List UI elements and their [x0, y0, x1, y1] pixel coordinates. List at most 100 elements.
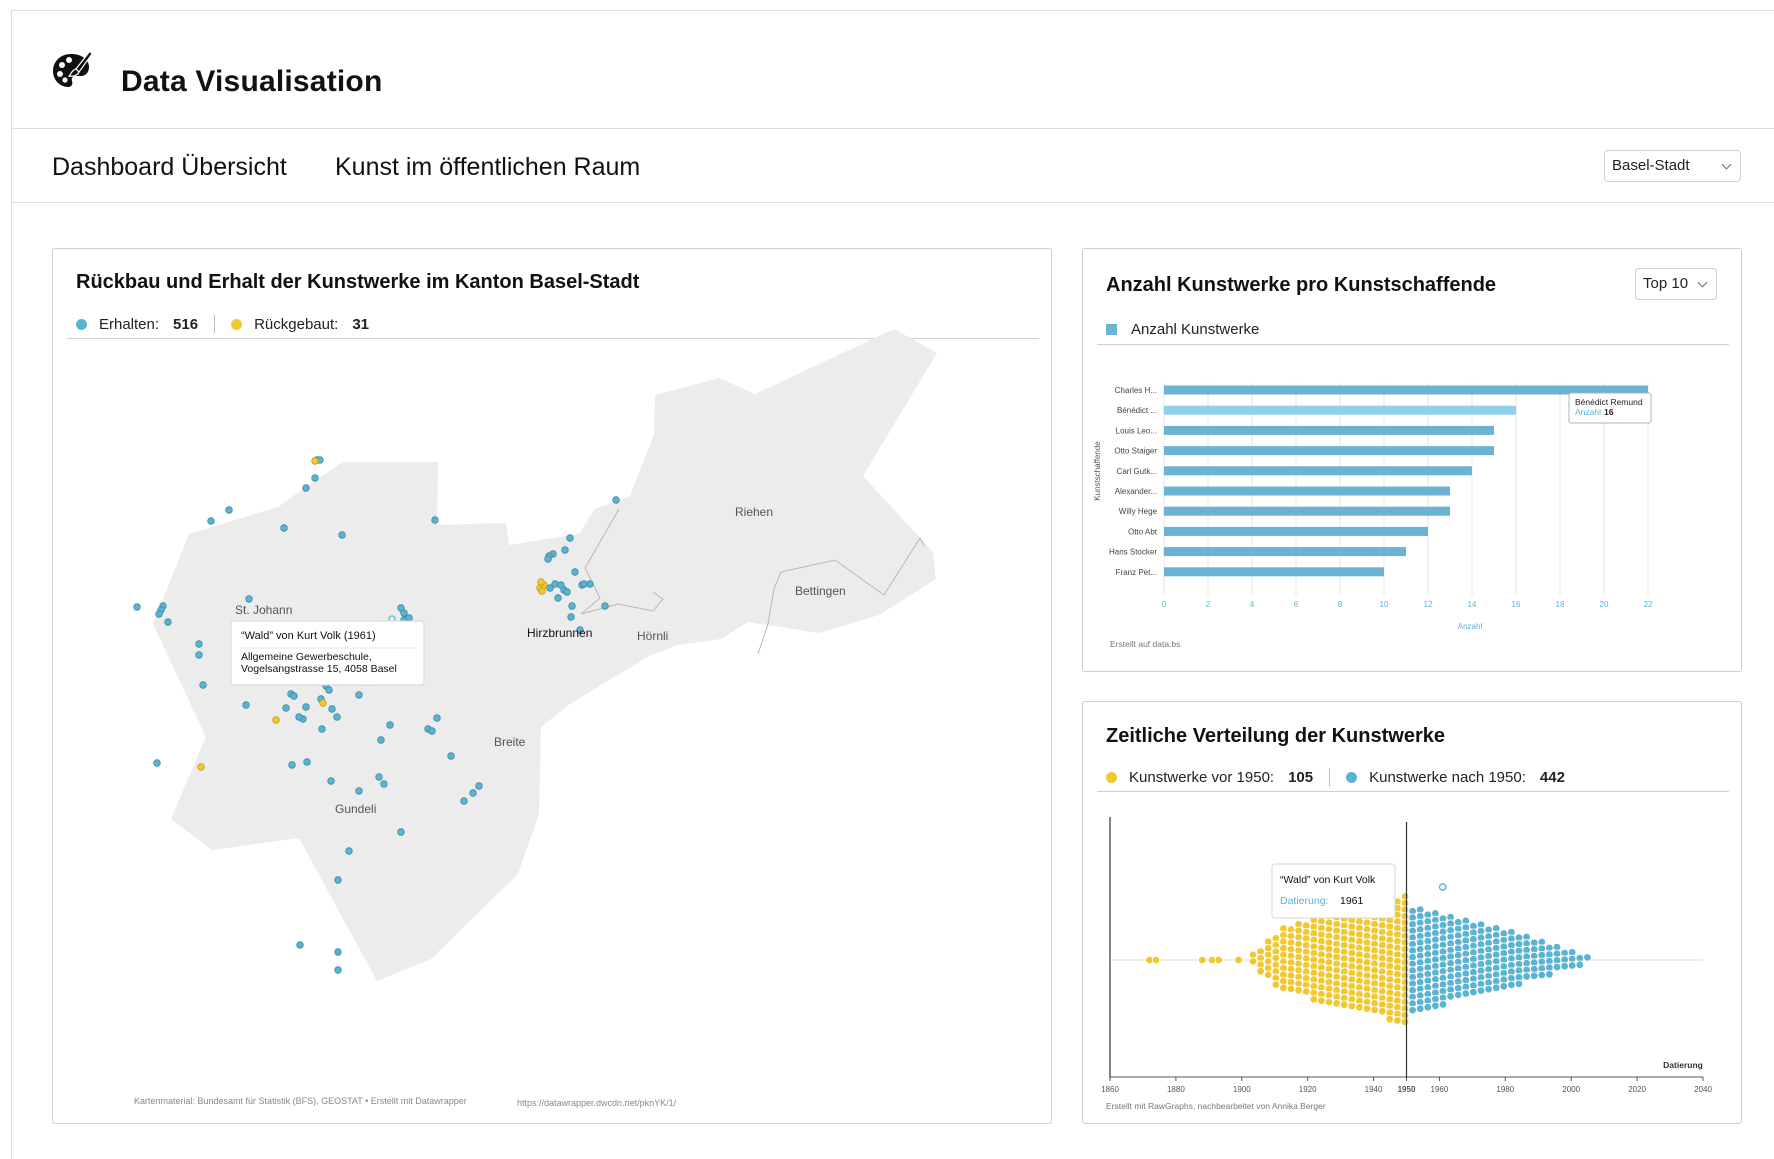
- map-dot-erhalten[interactable]: [155, 610, 163, 618]
- bar-chart[interactable]: Charles H... Bénédict ... Louis Leo... Otto…: [1083, 249, 1742, 672]
- map-dot-erhalten[interactable]: [567, 613, 575, 621]
- swarm-dot-nach-1950[interactable]: [1446, 992, 1455, 1001]
- map-dot-rueckgebaut[interactable]: [538, 587, 546, 595]
- map-dot-erhalten[interactable]: [571, 568, 579, 576]
- swarm-dot-vor-1950[interactable]: [1355, 1003, 1364, 1012]
- map-dot-erhalten[interactable]: [566, 534, 574, 542]
- map-dot-erhalten[interactable]: [290, 692, 298, 700]
- swarm-dot-vor-1950[interactable]: [1294, 986, 1303, 995]
- swarm-dot-nach-1950[interactable]: [1431, 1001, 1440, 1010]
- map-dot-erhalten[interactable]: [302, 703, 310, 711]
- bar[interactable]: [1164, 547, 1406, 557]
- swarm-dot-vor-1950[interactable]: [1248, 957, 1258, 966]
- map-dot-erhalten[interactable]: [475, 782, 483, 790]
- swarm-dot-vor-1950[interactable]: [1234, 955, 1243, 965]
- swarm-dot-vor-1950[interactable]: [1347, 1001, 1356, 1011]
- swarm-dot-nach-1950[interactable]: [1484, 985, 1493, 994]
- map-dot-erhalten[interactable]: [400, 609, 408, 617]
- swarm-dot-vor-1950[interactable]: [1301, 987, 1311, 996]
- swarm-dot-vor-1950[interactable]: [1256, 967, 1265, 976]
- map-dot-erhalten[interactable]: [280, 524, 288, 532]
- swarm-dot-vor-1950[interactable]: [1400, 1017, 1410, 1026]
- swarm-dot-nach-1950[interactable]: [1522, 972, 1531, 981]
- map-dot-erhalten[interactable]: [242, 701, 250, 709]
- map-dot-erhalten[interactable]: [380, 780, 388, 788]
- swarm-dot-nach-1950[interactable]: [1560, 962, 1569, 971]
- map-dot-erhalten[interactable]: [386, 721, 394, 729]
- map-dot-rueckgebaut[interactable]: [272, 716, 280, 724]
- swarm-dot-nach-1950[interactable]: [1476, 986, 1486, 995]
- map-dot-erhalten[interactable]: [225, 506, 233, 514]
- map-dot-erhalten[interactable]: [153, 759, 161, 767]
- swarm-dot-nach-1950[interactable]: [1408, 1005, 1417, 1015]
- map-dot-erhalten[interactable]: [586, 580, 594, 588]
- map-dot-erhalten[interactable]: [327, 777, 335, 785]
- map-dot-erhalten[interactable]: [375, 773, 383, 781]
- swarm-dot-nach-1950[interactable]: [1492, 983, 1501, 992]
- swarm-dot-vor-1950[interactable]: [1317, 996, 1326, 1005]
- swarm-dot-nach-1950[interactable]: [1583, 953, 1592, 962]
- map-dot-rueckgebaut[interactable]: [537, 578, 545, 586]
- map-dot-rueckgebaut[interactable]: [311, 457, 319, 465]
- map-dot-erhalten[interactable]: [576, 626, 584, 634]
- map-dot-erhalten[interactable]: [302, 484, 310, 492]
- map-dot-erhalten[interactable]: [405, 614, 413, 622]
- map-dot-erhalten[interactable]: [282, 704, 290, 712]
- map-dot-erhalten[interactable]: [334, 948, 342, 956]
- tab-dashboard-uebersicht[interactable]: Dashboard Übersicht: [52, 153, 287, 181]
- map-dot-erhalten[interactable]: [334, 876, 342, 884]
- map-dot-erhalten[interactable]: [328, 705, 336, 713]
- swarm-dot-vor-1950[interactable]: [1271, 980, 1280, 989]
- map-dot-erhalten[interactable]: [561, 546, 569, 554]
- swarm-dot-nach-1950[interactable]: [1461, 989, 1470, 998]
- swarm-dot-vor-1950[interactable]: [1286, 984, 1296, 994]
- map-source-link[interactable]: https://datawrapper.dwcdn.net/pknYK/1/: [517, 1098, 677, 1108]
- map-dot-erhalten[interactable]: [333, 713, 341, 721]
- swarm-dot-nach-1950[interactable]: [1423, 1003, 1432, 1012]
- bar[interactable]: [1164, 506, 1450, 516]
- map-dot-erhalten[interactable]: [334, 966, 342, 974]
- swarm-dot-nach-1950[interactable]: [1454, 990, 1463, 1000]
- swarm-dot-vor-1950[interactable]: [1378, 1007, 1387, 1016]
- swarm-dot-nach-1950[interactable]: [1537, 970, 1546, 980]
- map-dot-erhalten[interactable]: [318, 725, 326, 733]
- swarm-dot-nach-1950[interactable]: [1469, 987, 1478, 997]
- map-dot-erhalten[interactable]: [207, 517, 215, 525]
- bar[interactable]: [1164, 385, 1648, 395]
- map-dot-erhalten[interactable]: [303, 758, 311, 766]
- bar[interactable]: [1164, 486, 1450, 496]
- map-dot-erhalten[interactable]: [544, 555, 552, 563]
- swarm-dot-nach-1950[interactable]: [1507, 980, 1516, 990]
- map-dot-erhalten[interactable]: [325, 686, 333, 694]
- swarm-dot-vor-1950[interactable]: [1393, 1016, 1402, 1025]
- swarm-dot-vor-1950[interactable]: [1214, 955, 1223, 965]
- top-n-select[interactable]: Top 10: [1635, 268, 1717, 300]
- swarm-dot-nach-1950[interactable]: [1514, 979, 1524, 989]
- swarm-dot-vor-1950[interactable]: [1370, 1005, 1379, 1015]
- swarm-dot-vor-1950[interactable]: [1279, 983, 1288, 993]
- map-dot-erhalten[interactable]: [469, 789, 477, 797]
- swarm-chart[interactable]: 1860 1880 1900 1920 1940 1950 1960 1980 2000 2020…: [1083, 702, 1742, 1124]
- map-dot-erhalten[interactable]: [433, 714, 441, 722]
- bar[interactable]: [1164, 446, 1494, 456]
- map-dot-erhalten[interactable]: [397, 828, 405, 836]
- swarm-dot-vor-1950[interactable]: [1332, 999, 1341, 1008]
- map-dot-erhalten[interactable]: [355, 787, 363, 795]
- map-dot-erhalten[interactable]: [195, 651, 203, 659]
- swarm-highlighted-dot[interactable]: [1438, 883, 1447, 891]
- map-dot-erhalten[interactable]: [428, 727, 436, 735]
- bar[interactable]: [1164, 567, 1384, 577]
- map-dot-erhalten[interactable]: [355, 691, 363, 699]
- swarm-dot-nach-1950[interactable]: [1575, 960, 1584, 969]
- bar[interactable]: [1164, 526, 1428, 536]
- swarm-dot-nach-1950[interactable]: [1416, 1004, 1425, 1013]
- map-dot-erhalten[interactable]: [295, 713, 303, 721]
- swarm-dot-vor-1950[interactable]: [1385, 1015, 1394, 1024]
- map-dot-erhalten[interactable]: [195, 640, 203, 648]
- map-dot-erhalten[interactable]: [460, 797, 468, 805]
- bar[interactable]: [1164, 425, 1494, 435]
- swarm-dot-nach-1950[interactable]: [1438, 1000, 1448, 1009]
- region-select[interactable]: Basel-Stadt: [1604, 150, 1741, 182]
- swarm-dot-vor-1950[interactable]: [1362, 1004, 1372, 1013]
- map-dot-erhalten[interactable]: [345, 847, 353, 855]
